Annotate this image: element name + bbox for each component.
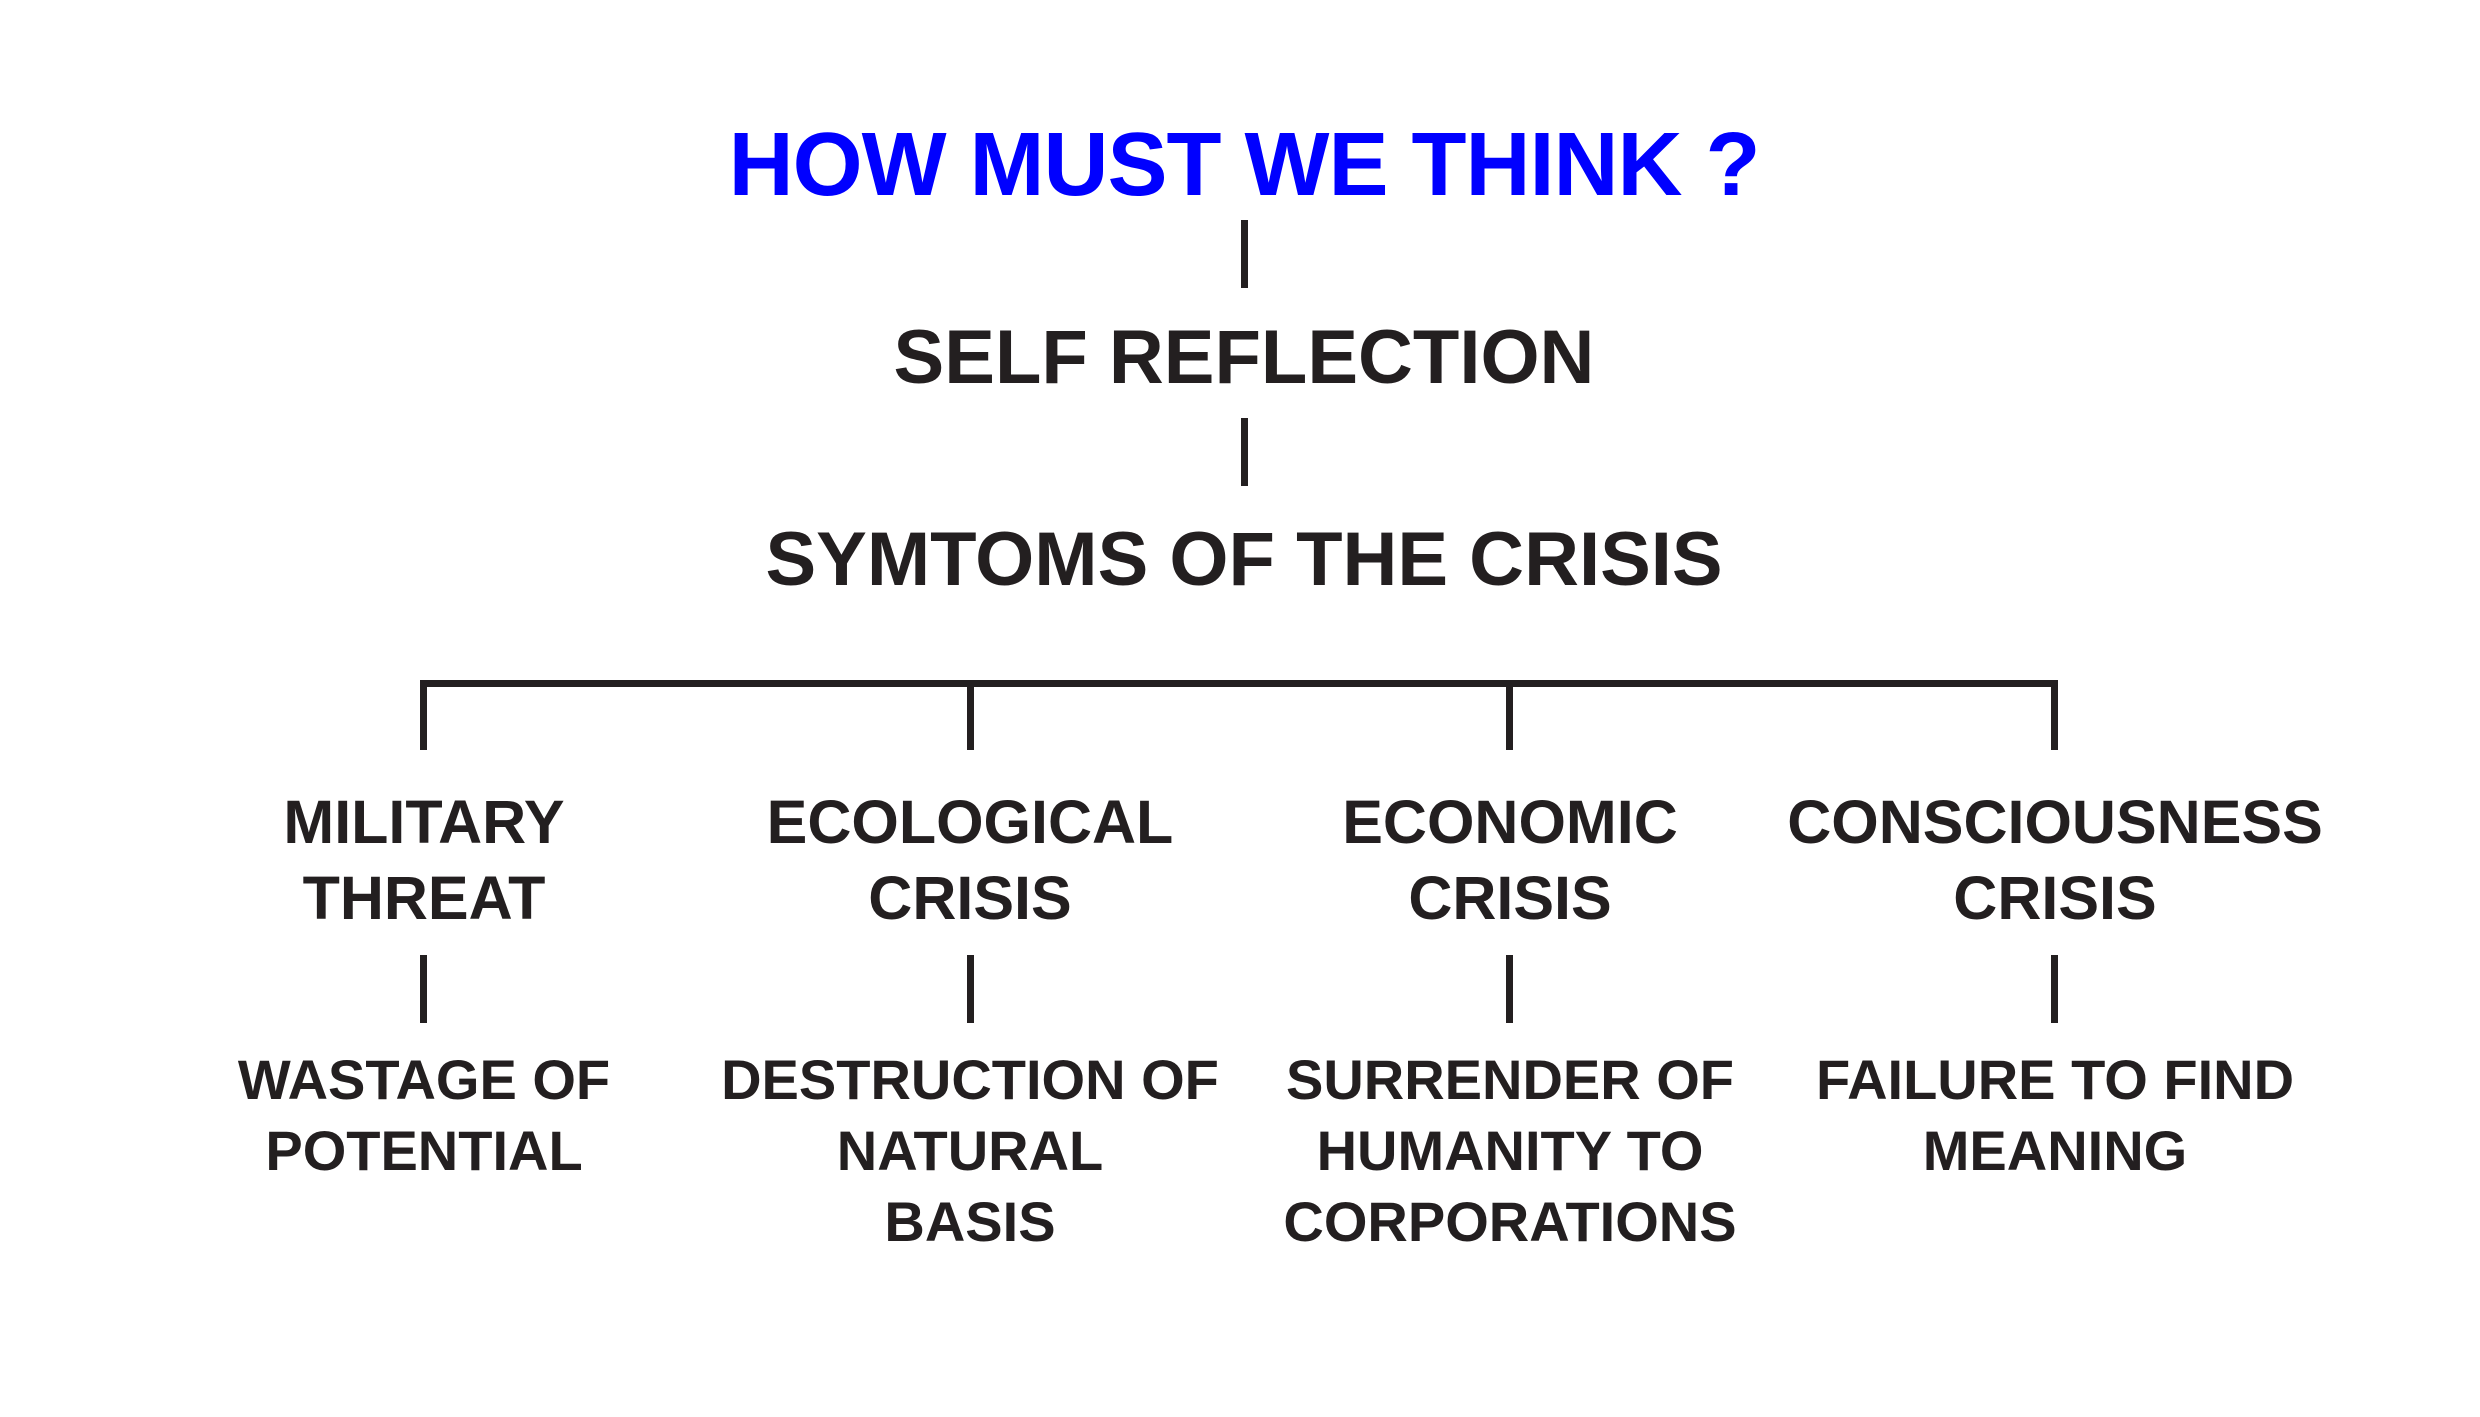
category-line: CRISIS bbox=[868, 864, 1072, 932]
connector-economic-to-effect bbox=[1506, 955, 1513, 1023]
connector-consciousness-to-effect bbox=[2051, 955, 2058, 1023]
category-line: CRISIS bbox=[1953, 864, 2157, 932]
bracket-horizontal-line bbox=[420, 680, 2058, 687]
category-line: THREAT bbox=[302, 864, 546, 932]
effect-line: CORPORATIONS bbox=[1283, 1190, 1737, 1253]
node-consciousness-crisis: CONSCIOUSNESS CRISIS bbox=[1787, 784, 2323, 936]
connector-military-to-effect bbox=[420, 955, 427, 1023]
bracket-drop-military bbox=[420, 680, 427, 750]
category-line: CONSCIOUSNESS bbox=[1787, 788, 2323, 856]
node-surrender-of-humanity: SURRENDER OF HUMANITY TO CORPORATIONS bbox=[1283, 1044, 1736, 1257]
bracket-drop-economic bbox=[1506, 680, 1513, 750]
effect-line: SURRENDER OF bbox=[1285, 1048, 1735, 1111]
effect-line: NATURAL bbox=[836, 1119, 1104, 1182]
connector-reflection-to-symptoms bbox=[1241, 418, 1248, 486]
node-military-threat: MILITARY THREAT bbox=[283, 784, 564, 936]
category-line: ECOLOGICAL bbox=[766, 788, 1174, 856]
node-economic-crisis: ECONOMIC CRISIS bbox=[1342, 784, 1678, 936]
effect-line: MEANING bbox=[1922, 1119, 2188, 1182]
effect-line: WASTAGE OF bbox=[237, 1048, 611, 1111]
effect-line: HUMANITY TO bbox=[1316, 1119, 1704, 1182]
effect-line: POTENTIAL bbox=[265, 1119, 583, 1182]
effect-line: BASIS bbox=[884, 1190, 1056, 1253]
category-line: CRISIS bbox=[1408, 864, 1612, 932]
diagram-title: HOW MUST WE THINK ? bbox=[728, 115, 1761, 215]
connector-ecological-to-effect bbox=[967, 955, 974, 1023]
category-line: ECONOMIC bbox=[1342, 788, 1678, 856]
node-self-reflection: SELF REFLECTION bbox=[893, 315, 1595, 400]
effect-line: FAILURE TO FIND bbox=[1815, 1048, 2295, 1111]
node-failure-to-find-meaning: FAILURE TO FIND MEANING bbox=[1816, 1044, 2294, 1186]
node-ecological-crisis: ECOLOGICAL CRISIS bbox=[767, 784, 1174, 936]
node-destruction-of-natural-basis: DESTRUCTION OF NATURAL BASIS bbox=[721, 1044, 1219, 1257]
node-wastage-of-potential: WASTAGE OF POTENTIAL bbox=[238, 1044, 610, 1186]
bracket-drop-consciousness bbox=[2051, 680, 2058, 750]
bracket-drop-ecological bbox=[967, 680, 974, 750]
connector-title-to-reflection bbox=[1241, 220, 1248, 288]
node-symptoms-of-crisis: SYMTOMS OF THE CRISIS bbox=[765, 517, 1723, 602]
effect-line: DESTRUCTION OF bbox=[721, 1048, 1219, 1111]
category-line: MILITARY bbox=[283, 788, 565, 856]
